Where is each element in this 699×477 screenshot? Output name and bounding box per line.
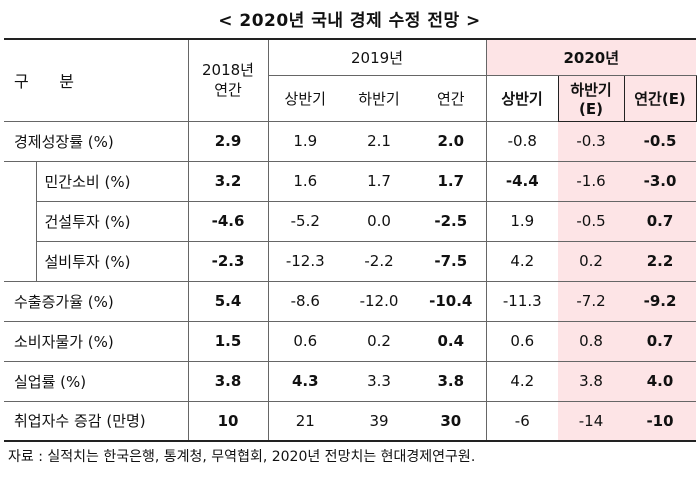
header-2019-annual: 연간 <box>416 75 487 121</box>
cell-2019-annual: -2.5 <box>416 200 487 241</box>
cell-2020-annual: -9.2 <box>624 280 697 321</box>
cell-2020-annual: 0.7 <box>624 320 697 361</box>
header-2020-annual: 연간(E) <box>623 74 697 122</box>
cell-2020-h1: 1.9 <box>486 200 559 241</box>
cell-2019-annual: -7.5 <box>416 240 487 281</box>
cell-2019-h1: -5.2 <box>268 200 342 241</box>
cell-2019-h1: -8.6 <box>268 280 342 321</box>
row-label: 설비투자 (%) <box>36 240 189 281</box>
cell-2020-h2: 0.2 <box>558 240 625 281</box>
header-2019-h1: 상반기 <box>284 89 326 108</box>
cell-2019-h2: -2.2 <box>342 240 416 281</box>
indent-cell <box>4 160 37 201</box>
cell-2020-h2: -0.3 <box>558 120 625 161</box>
cell-2020-h2: 0.8 <box>558 320 625 361</box>
cell-2018: 3.8 <box>188 360 269 401</box>
row-label: 경제성장률 (%) <box>4 120 189 161</box>
cell-2019-h2: 1.7 <box>342 160 416 201</box>
cell-2019-h2: 3.3 <box>342 360 416 401</box>
cell-2019-h1: 1.6 <box>268 160 342 201</box>
cell-2018: -2.3 <box>188 240 269 281</box>
cell-2019-h2: 0.0 <box>342 200 416 241</box>
row-label: 취업자수 증감 (만명) <box>4 400 189 442</box>
table-row: 수출증가율 (%) 5.4 -8.6 -12.0 -10.4 -11.3 -7.… <box>4 280 697 321</box>
cell-2020-h1: -4.4 <box>486 160 559 201</box>
row-header-label: 구 분 <box>4 38 189 121</box>
source-note: 자료 : 실적치는 한국은행, 통계청, 무역협회, 2020년 전망치는 현대… <box>8 449 476 465</box>
row-label: 수출증가율 (%) <box>4 280 189 321</box>
group-2019-header: 2019년 <box>268 38 487 76</box>
cell-2020-h1: 0.6 <box>486 320 559 361</box>
cell-2020-annual: -10 <box>624 400 697 442</box>
cell-2019-annual: 2.0 <box>416 120 487 161</box>
cell-2019-h1: 0.6 <box>268 320 342 361</box>
cell-2018: 1.5 <box>188 320 269 361</box>
table-row: 취업자수 증감 (만명) 10 21 39 30 -6 -14 -10 <box>4 400 697 442</box>
cell-2020-annual: 4.0 <box>624 360 697 401</box>
row-label: 건설투자 (%) <box>36 200 189 241</box>
table-row: 설비투자 (%) -2.3 -12.3 -2.2 -7.5 4.2 0.2 2.… <box>4 240 697 281</box>
table-row: 민간소비 (%) 3.2 1.6 1.7 1.7 -4.4 -1.6 -3.0 <box>4 160 697 201</box>
row-label: 민간소비 (%) <box>36 160 189 201</box>
table-row: 소비자물가 (%) 1.5 0.6 0.2 0.4 0.6 0.8 0.7 <box>4 320 697 361</box>
cell-2020-h2: -14 <box>558 400 625 442</box>
cell-2019-annual: 3.8 <box>416 360 487 401</box>
header-2020-h2: 하반기(E) <box>557 74 625 122</box>
table-row: 실업률 (%) 3.8 4.3 3.3 3.8 4.2 3.8 4.0 <box>4 360 697 401</box>
cell-2020-h1: 4.2 <box>486 240 559 281</box>
cell-2020-h1: 4.2 <box>486 360 559 401</box>
col-2018-header: 2018년 연간 <box>188 38 269 121</box>
cell-2019-h1: -12.3 <box>268 240 342 281</box>
cell-2020-h1: -0.8 <box>486 120 559 161</box>
cell-2019-h1: 21 <box>268 400 342 442</box>
indent-cell <box>4 201 37 241</box>
table-row: 경제성장률 (%) 2.9 1.9 2.1 2.0 -0.8 -0.3 -0.5 <box>4 120 697 161</box>
header-2020-h1: 상반기 <box>501 89 543 108</box>
cell-2019-annual: 30 <box>416 400 487 442</box>
cell-2020-annual: 0.7 <box>624 200 697 241</box>
cell-2020-h2: -0.5 <box>558 200 625 241</box>
cell-2020-h2: 3.8 <box>558 360 625 401</box>
cell-2018: 10 <box>188 400 269 442</box>
cell-2020-h1: -6 <box>486 400 559 442</box>
cell-2019-h2: 0.2 <box>342 320 416 361</box>
cell-2019-h1: 4.3 <box>268 360 342 401</box>
cell-2020-h1: -11.3 <box>486 280 559 321</box>
table-row: 건설투자 (%) -4.6 -5.2 0.0 -2.5 1.9 -0.5 0.7 <box>4 200 697 241</box>
cell-2018: 5.4 <box>188 280 269 321</box>
cell-2020-h2: -1.6 <box>558 160 625 201</box>
cell-2020-h2: -7.2 <box>558 280 625 321</box>
cell-2018: 2.9 <box>188 120 269 161</box>
cell-2019-h2: 39 <box>342 400 416 442</box>
cell-2018: 3.2 <box>188 160 269 201</box>
indent-cell <box>4 241 37 281</box>
page-title: < 2020년 국내 경제 수정 전망 > <box>218 11 481 31</box>
header-2019-h2: 하반기 <box>358 89 400 108</box>
cell-2019-annual: 0.4 <box>416 320 487 361</box>
cell-2020-annual: -3.0 <box>624 160 697 201</box>
cell-2019-h1: 1.9 <box>268 120 342 161</box>
row-label: 실업률 (%) <box>4 360 189 401</box>
cell-2019-annual: 1.7 <box>416 160 487 201</box>
cell-2020-annual: -0.5 <box>624 120 697 161</box>
cell-2019-h2: 2.1 <box>342 120 416 161</box>
cell-2019-annual: -10.4 <box>416 280 487 321</box>
cell-2018: -4.6 <box>188 200 269 241</box>
cell-2019-h2: -12.0 <box>342 280 416 321</box>
cell-2020-annual: 2.2 <box>624 240 697 281</box>
group-2020-header: 2020년 <box>486 38 697 76</box>
forecast-table: 구 분 2018년 연간 2019년 2020년 상반기 하반기 연간 상반기 … <box>4 38 697 442</box>
row-label: 소비자물가 (%) <box>4 320 189 361</box>
